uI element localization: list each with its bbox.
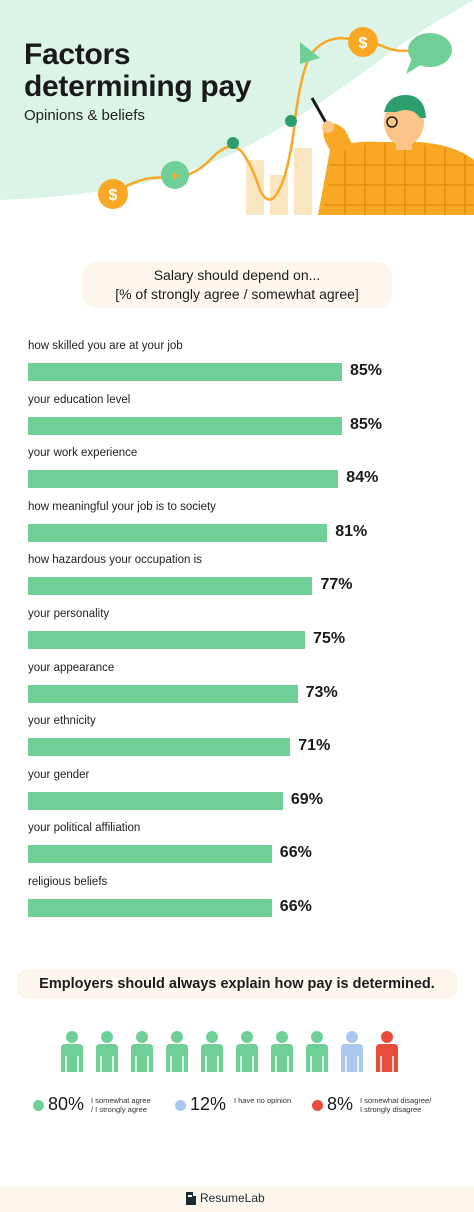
bar-value-label: 84% bbox=[346, 469, 379, 487]
bar-label: how hazardous your occupation is bbox=[28, 554, 202, 567]
person-icon bbox=[236, 1031, 258, 1072]
person-icon bbox=[376, 1031, 398, 1072]
bar bbox=[28, 416, 342, 435]
bar bbox=[28, 631, 306, 649]
bar-value-label: 75% bbox=[313, 630, 346, 647]
bar-value-label: 77% bbox=[320, 576, 353, 594]
legend-item-neutral: 12% I have no opinion bbox=[175, 1094, 315, 1120]
bar-label: how skilled you are at your job bbox=[28, 340, 183, 352]
plus-coin-icon: + bbox=[161, 161, 189, 189]
bar-label: religious beliefs bbox=[28, 876, 108, 888]
bar-label: your education level bbox=[28, 393, 131, 406]
svg-text:$: $ bbox=[109, 187, 118, 204]
bar-value-label: 81% bbox=[335, 522, 368, 540]
bar-value-label: 69% bbox=[290, 790, 323, 808]
people-pictogram bbox=[58, 1030, 418, 1074]
chart-subtitle: [% of strongly agree / somewhat agree] bbox=[115, 286, 359, 302]
bar-value-label: 85% bbox=[350, 415, 383, 433]
legend-percentage: 12% bbox=[190, 1094, 227, 1114]
person-icon bbox=[201, 1031, 223, 1072]
bar-chart: how skilled you are at your job 85% your e… bbox=[0, 340, 474, 940]
bar bbox=[28, 738, 291, 757]
bar-value-label: 66% bbox=[279, 844, 312, 862]
chart-title: Salary should depend on... bbox=[153, 267, 321, 283]
legend-item-agree: 80% I somewhat agree / I strongly agree bbox=[33, 1094, 173, 1120]
brand: ResumeLab bbox=[186, 1191, 265, 1205]
person-icon bbox=[271, 1031, 293, 1072]
person-icon bbox=[61, 1031, 83, 1072]
resumelab-logo-icon bbox=[186, 1192, 196, 1205]
dollar-coin-icon: $ bbox=[98, 179, 128, 209]
bar-value-label: 73% bbox=[305, 683, 338, 701]
bar-value-label: 71% bbox=[298, 737, 331, 755]
person-icon bbox=[166, 1031, 188, 1072]
legend-text: I somewhat agree / I strongly agree bbox=[91, 1096, 151, 1114]
bar bbox=[28, 523, 328, 542]
dollar-coin-icon: $ bbox=[348, 27, 378, 57]
legend-text: I somewhat disagree/ I strongly disagree bbox=[360, 1096, 432, 1114]
legend-text: I have no opinion bbox=[234, 1096, 292, 1105]
legend-dot bbox=[312, 1100, 323, 1111]
bar-value-label: 66% bbox=[279, 898, 312, 915]
page-subtitle: Opinions & beliefs bbox=[24, 107, 145, 124]
brand-name: ResumeLab bbox=[200, 1191, 265, 1205]
bar-label: your appearance bbox=[28, 661, 115, 674]
bar-label: your gender bbox=[28, 768, 90, 781]
svg-text:+: + bbox=[170, 168, 179, 185]
page-title-line-1: Factors bbox=[24, 38, 131, 71]
bar bbox=[28, 684, 298, 703]
chart-title-box: Salary should depend on... [% of strongl… bbox=[82, 262, 392, 308]
header-illustration: $ + $ bbox=[0, 0, 474, 215]
bar-value-label: 85% bbox=[350, 362, 383, 379]
bar bbox=[28, 899, 272, 917]
presenter-person-icon bbox=[310, 94, 474, 215]
svg-text:$: $ bbox=[359, 35, 368, 52]
bar-label: your political affiliation bbox=[28, 822, 141, 835]
speech-bubble-icon bbox=[406, 33, 452, 74]
bar-label: your personality bbox=[28, 608, 110, 620]
legend-percentage: 8% bbox=[327, 1094, 354, 1114]
bar-label: your ethnicity bbox=[28, 715, 96, 728]
bar bbox=[28, 845, 272, 864]
legend-dot bbox=[175, 1100, 186, 1111]
person-icon bbox=[306, 1031, 328, 1072]
person-icon bbox=[131, 1031, 153, 1072]
header: $ + $ bbox=[0, 0, 474, 215]
legend-dot bbox=[33, 1100, 44, 1111]
employers-headline: Employers should always explain how pay … bbox=[17, 969, 457, 999]
legend-item-disagree: 8% I somewhat disagree/ I strongly disagr… bbox=[312, 1094, 452, 1120]
bar bbox=[28, 470, 339, 489]
footer: ResumeLab bbox=[0, 1186, 474, 1212]
person-icon bbox=[341, 1031, 363, 1072]
bar bbox=[28, 363, 342, 381]
bar-label: how meaningful your job is to society bbox=[28, 500, 216, 513]
legend-percentage: 80% bbox=[48, 1094, 85, 1114]
page-title-line-2: determining pay bbox=[24, 70, 252, 103]
person-icon bbox=[96, 1031, 118, 1072]
bar bbox=[28, 791, 283, 810]
bar-label: your work experience bbox=[28, 447, 138, 460]
bar bbox=[28, 577, 313, 596]
